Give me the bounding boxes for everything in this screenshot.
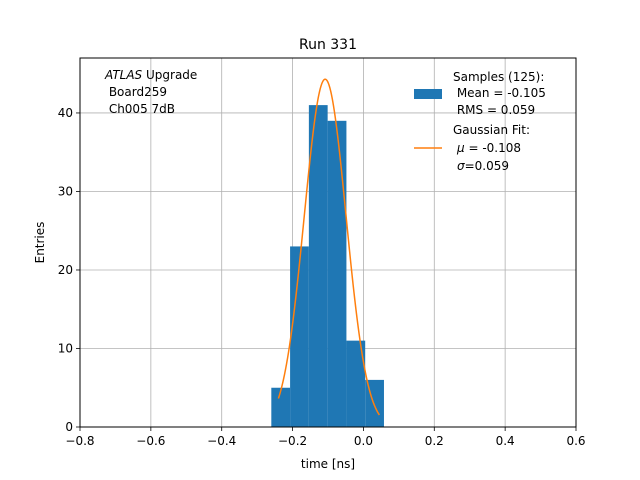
legend-fit-line-1: Gaussian Fit: — [453, 123, 530, 137]
legend-hist-line-3: RMS = 0.059 — [453, 103, 535, 117]
histogram-bar — [271, 387, 291, 427]
y-tick-label: 10 — [58, 341, 73, 355]
histogram-bar — [290, 246, 309, 427]
axes-frame — [79, 57, 577, 428]
x-tick-label: 0.4 — [496, 434, 515, 448]
legend-fit-line-3: σ=0.059 — [457, 159, 509, 173]
y-tick-label: 30 — [58, 184, 73, 198]
x-tick-label: −0.2 — [278, 434, 307, 448]
chart-title: Run 331 — [299, 37, 357, 53]
histogram-bar — [327, 120, 347, 428]
gaussian-fit-curve — [277, 78, 381, 416]
x-tick-label: 0.0 — [354, 434, 373, 448]
x-axis-ticks: −0.8 −0.6 −0.4 −0.2 0.0 0.2 0.4 0.6 — [65, 427, 586, 448]
y-axis-label: Entries — [33, 222, 47, 264]
atlas-annotation: ATLAS Upgrade Board259 Ch005 7dB — [104, 68, 197, 116]
x-tick-label: −0.4 — [207, 434, 236, 448]
legend-fit-line-2: μ = -0.108 — [456, 141, 521, 155]
histogram-bars — [271, 105, 384, 428]
x-axis-label: time [ns] — [301, 457, 355, 471]
y-tick-label: 0 — [65, 420, 73, 434]
y-tick-label: 20 — [58, 263, 73, 277]
legend-hist-line-2: Mean = -0.105 — [453, 86, 546, 100]
y-axis-ticks: 0 10 20 30 40 — [58, 106, 80, 434]
legend: Samples (125): Mean = -0.105 RMS = 0.059… — [414, 70, 546, 173]
histogram-bar — [308, 105, 328, 427]
x-tick-label: −0.8 — [65, 434, 94, 448]
x-tick-label: 0.6 — [566, 434, 585, 448]
legend-hist-swatch — [414, 89, 442, 99]
y-tick-label: 40 — [58, 106, 73, 120]
annotation-line-2: Board259 — [105, 85, 167, 99]
annotation-line-3: Ch005 7dB — [105, 102, 175, 116]
x-tick-label: 0.2 — [425, 434, 444, 448]
annotation-line-1: ATLAS Upgrade — [104, 68, 197, 82]
x-tick-label: −0.6 — [136, 434, 165, 448]
histogram-bar — [346, 340, 366, 427]
legend-hist-line-1: Samples (125): — [453, 70, 544, 84]
